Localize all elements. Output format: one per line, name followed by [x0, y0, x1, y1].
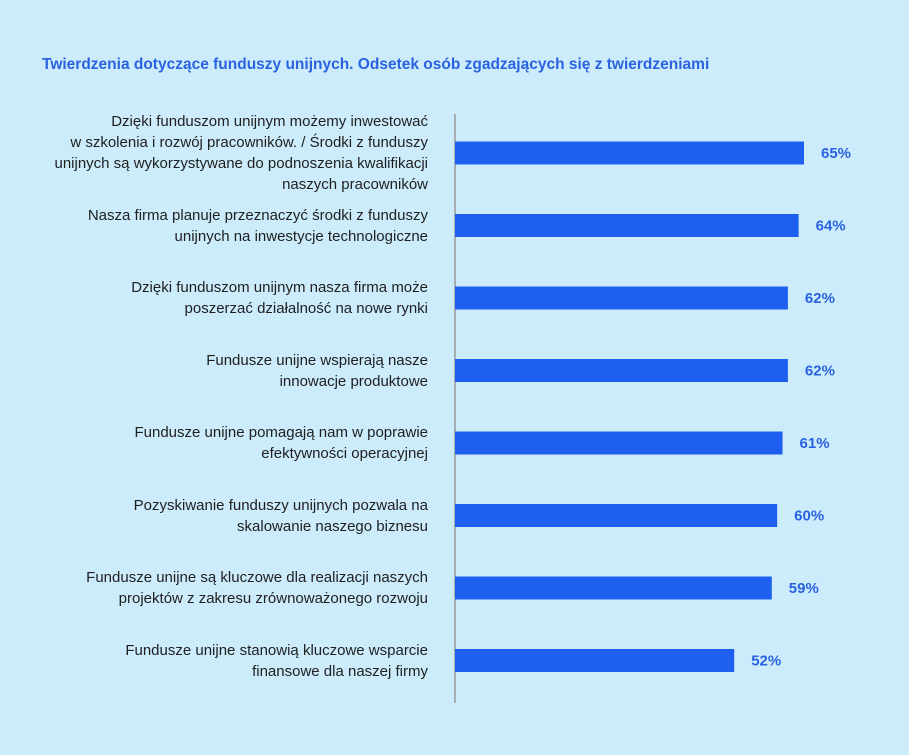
category-label-8: Fundusze unijne stanowią kluczowe wsparc… — [8, 640, 428, 682]
bar-4 — [455, 359, 788, 382]
chart-title: Twierdzenia dotyczące funduszy unijnych.… — [42, 56, 710, 73]
category-label-line: unijnych są wykorzystywane do podnoszeni… — [54, 155, 428, 172]
category-label-6: Pozyskiwanie funduszy unijnych pozwala n… — [8, 495, 428, 537]
value-label-2: 64% — [816, 218, 846, 235]
category-label-line: projektów z zakresu zrównoważonego rozwo… — [118, 590, 428, 607]
category-label-line: Dzięki funduszom unijnym możemy inwestow… — [111, 113, 428, 130]
value-label-8: 52% — [751, 653, 781, 670]
value-label-3: 62% — [805, 290, 835, 307]
category-label-1: Dzięki funduszom unijnym możemy inwestow… — [8, 111, 428, 195]
value-label-4: 62% — [805, 363, 835, 380]
bar-6 — [455, 504, 778, 527]
category-label-line: finansowe dla naszej firmy — [252, 662, 428, 680]
category-label-line: unijnych na inwestycje technologiczne — [174, 227, 428, 245]
category-label-7: Fundusze unijne są kluczowe dla realizac… — [8, 567, 428, 609]
category-label-3: Dzięki funduszom unijnym nasza firma moż… — [8, 277, 428, 319]
category-label-line: w szkolenia i rozwój pracowników. / Środ… — [70, 134, 428, 151]
value-label-1: 65% — [821, 145, 851, 162]
category-label-line: skalowanie naszego biznesu — [237, 517, 428, 535]
category-label-line: Fundusze unijne pomagają nam w poprawie — [134, 424, 428, 441]
category-label-line: Fundusze unijne wspierają nasze — [206, 351, 428, 369]
value-label-6: 60% — [794, 508, 824, 525]
category-label-line: Fundusze unijne są kluczowe dla realizac… — [86, 569, 428, 586]
category-label-line: Pozyskiwanie funduszy unijnych pozwala n… — [133, 496, 428, 514]
value-label-5: 61% — [800, 435, 830, 452]
category-label-line: poszerzać działalność na nowe rynki — [184, 300, 428, 317]
bar-2 — [455, 214, 799, 237]
category-label-5: Fundusze unijne pomagają nam w poprawie e… — [8, 422, 428, 464]
bar-8 — [455, 649, 735, 672]
category-label-line: Fundusze unijne stanowią kluczowe wsparc… — [125, 641, 428, 659]
category-label-line: efektywności operacyjnej — [261, 445, 428, 462]
bar-1 — [455, 141, 804, 165]
bar-3 — [455, 286, 788, 310]
category-label-line: Dzięki funduszom unijnym nasza firma moż… — [131, 279, 428, 296]
value-label-7: 59% — [789, 580, 819, 597]
category-label-line: naszych pracowników — [282, 176, 428, 193]
bar-7 — [455, 576, 772, 600]
bar-5 — [455, 431, 783, 455]
category-label-2: Nasza firma planuje przeznaczyć środki z… — [8, 205, 428, 247]
category-label-line: Nasza firma planuje przeznaczyć środki z… — [87, 206, 428, 224]
category-label-4: Fundusze unijne wspierają nasze innowacje… — [8, 350, 428, 392]
category-label-line: innowacje produktowe — [279, 372, 428, 390]
